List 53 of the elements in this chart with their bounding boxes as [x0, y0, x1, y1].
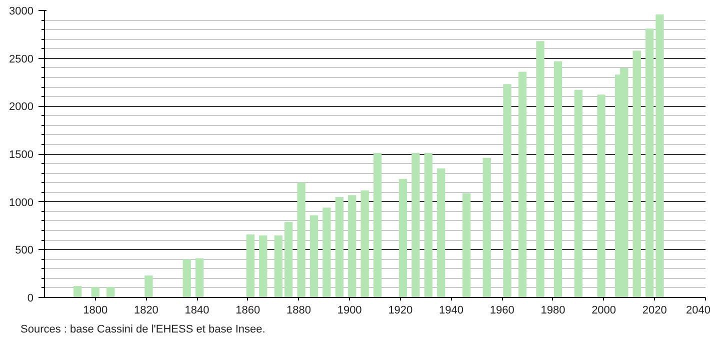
bar — [632, 50, 641, 298]
bar — [91, 286, 100, 298]
bar — [335, 197, 344, 298]
bar — [284, 222, 293, 298]
bar — [437, 168, 446, 298]
x-tick-label: 2000 — [592, 304, 616, 316]
bar — [259, 235, 268, 298]
bar — [310, 215, 318, 298]
x-tick-label: 1880 — [286, 304, 311, 316]
y-tick-label: 0 — [27, 292, 34, 304]
bar — [274, 235, 282, 298]
bar — [518, 72, 527, 298]
bar — [482, 158, 491, 298]
x-tick-label: 1940 — [439, 304, 464, 316]
bar — [424, 153, 432, 298]
bar — [348, 195, 356, 298]
bar — [373, 153, 382, 298]
bar — [656, 14, 664, 298]
y-tick-label: 500 — [15, 244, 34, 257]
bar — [246, 234, 254, 298]
bar — [554, 61, 562, 298]
bar — [597, 94, 606, 298]
x-tick-label: 2040 — [686, 304, 710, 316]
x-tick-label: 1820 — [134, 304, 158, 316]
x-tick-label: 1920 — [388, 304, 413, 316]
y-tick-label: 2500 — [9, 53, 34, 66]
y-tick-label: 2000 — [9, 101, 34, 114]
bar — [503, 84, 512, 298]
bar — [73, 286, 82, 298]
bar — [398, 178, 408, 298]
bar — [144, 275, 153, 298]
bar — [462, 193, 471, 298]
x-tick-label: 1800 — [83, 304, 108, 316]
x-tick-label: 2020 — [642, 304, 667, 316]
y-tick-label: 1500 — [9, 149, 34, 161]
x-tick-label: 1860 — [236, 304, 260, 316]
x-tick-label: 1840 — [184, 304, 210, 316]
x-tick-label: 1980 — [540, 304, 566, 316]
y-tick-label: 3000 — [9, 6, 34, 18]
y-tick-label: 1000 — [9, 196, 34, 209]
bar — [360, 190, 369, 298]
bar — [297, 182, 306, 298]
bar — [646, 28, 654, 298]
bar — [182, 259, 191, 298]
bar — [322, 208, 331, 298]
bar — [574, 90, 582, 298]
bar — [412, 153, 420, 298]
x-tick-label: 1960 — [490, 304, 514, 316]
x-tick-label: 1900 — [337, 304, 362, 316]
bar — [536, 41, 544, 298]
source-note: Sources : base Cassini de l'EHESS et base Insee. — [20, 324, 266, 336]
bar — [106, 286, 115, 298]
bar — [196, 258, 204, 298]
